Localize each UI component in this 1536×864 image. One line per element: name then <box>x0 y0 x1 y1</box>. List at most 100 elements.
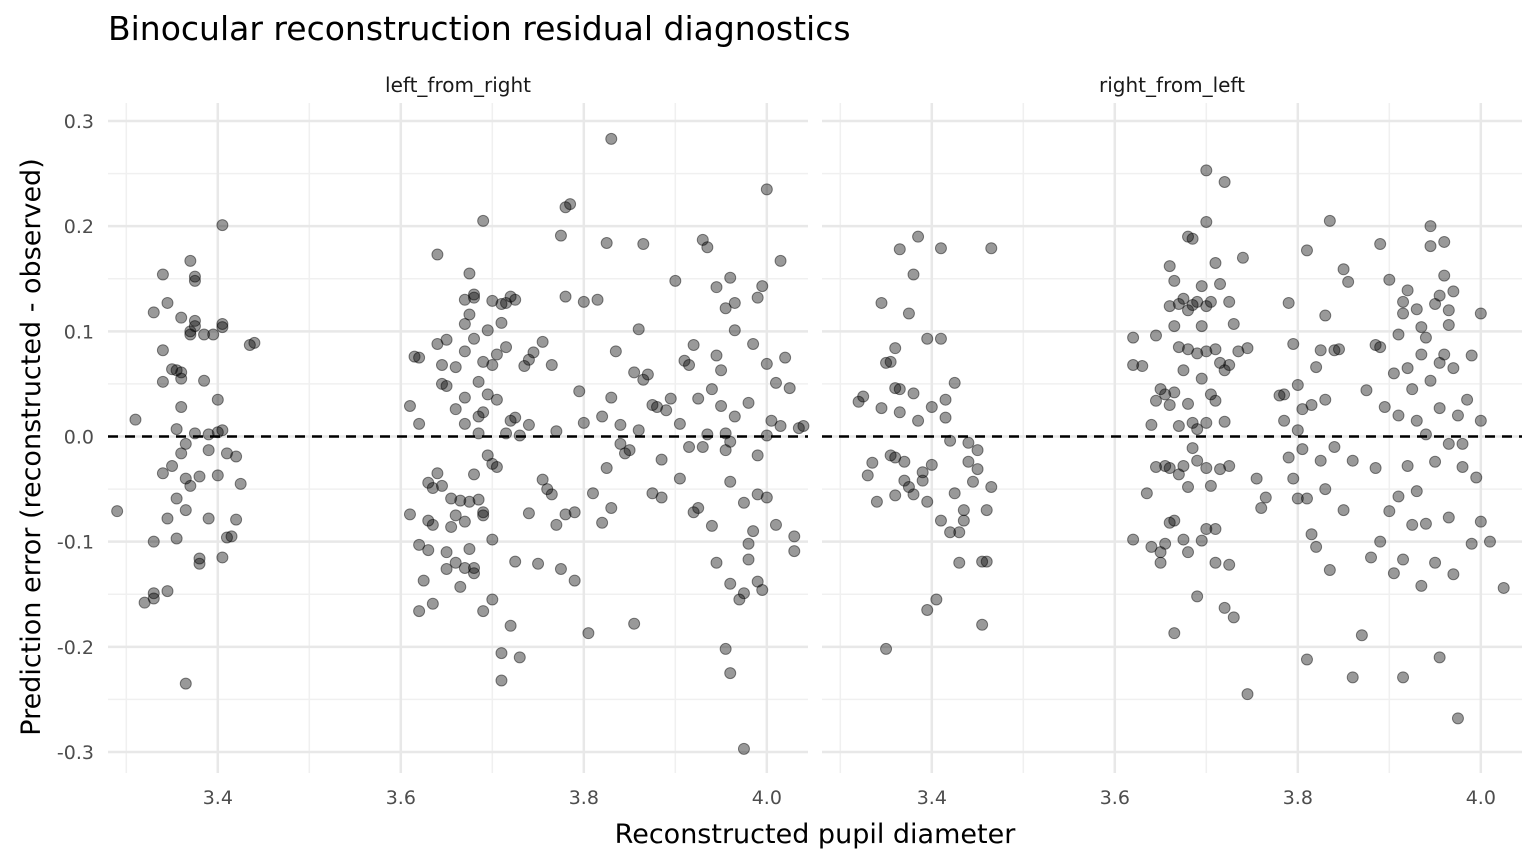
scatter-point <box>1483 535 1496 548</box>
scatter-point <box>1182 230 1195 243</box>
scatter-point <box>985 480 998 493</box>
scatter-point <box>504 414 517 427</box>
scatter-point <box>481 324 494 337</box>
scatter-point <box>705 519 718 532</box>
scatter-point <box>600 462 613 475</box>
scatter-point <box>1456 460 1469 473</box>
scatter-point <box>156 268 169 281</box>
facet-strip-label: right_from_left <box>1099 73 1245 97</box>
scatter-point <box>632 323 645 336</box>
scatter-point <box>1319 393 1332 406</box>
scatter-point <box>1163 462 1176 475</box>
scatter-point <box>1415 579 1428 592</box>
scatter-point <box>1209 256 1222 269</box>
scatter-point <box>1214 278 1227 291</box>
scatter-point <box>1291 378 1304 391</box>
scatter-point <box>1461 393 1474 406</box>
scatter-point <box>1223 459 1236 472</box>
scatter-point <box>948 376 961 389</box>
facet-panel-1: right_from_left 3.4 3.6 3.8 4.0 <box>822 73 1522 809</box>
scatter-point <box>605 391 618 404</box>
scatter-point <box>440 380 453 393</box>
scatter-point <box>1200 300 1213 313</box>
scatter-point <box>728 410 741 423</box>
scatter-point <box>976 555 989 568</box>
scatter-point <box>637 373 650 386</box>
scatter-point <box>710 556 723 569</box>
scatter-point <box>1195 280 1208 293</box>
scatter-point <box>939 393 952 406</box>
scatter-point <box>912 414 925 427</box>
scatter-point <box>609 345 622 358</box>
scatter-point <box>724 577 737 590</box>
scatter-point <box>779 351 792 364</box>
scatter-point <box>472 427 485 440</box>
scatter-point <box>468 468 481 481</box>
scatter-point <box>618 447 631 460</box>
scatter-point <box>138 596 151 609</box>
x-tick-label: 4.0 <box>752 787 782 809</box>
scatter-point <box>719 302 732 315</box>
scatter-point <box>605 132 618 145</box>
scatter-point <box>614 418 627 431</box>
scatter-point <box>715 400 728 413</box>
scatter-point <box>1387 367 1400 380</box>
scatter-point <box>1328 344 1341 357</box>
scatter-point <box>1447 362 1460 375</box>
scatter-point <box>976 618 989 631</box>
scatter-point <box>577 295 590 308</box>
scatter-point <box>1200 215 1213 228</box>
scatter-point <box>1397 307 1410 320</box>
scatter-point <box>1392 490 1405 503</box>
scatter-point <box>1127 331 1140 344</box>
scatter-point <box>1163 260 1176 273</box>
scatter-point <box>413 417 426 430</box>
scatter-point <box>1406 383 1419 396</box>
scatter-point <box>1429 556 1442 569</box>
scatter-point <box>207 328 220 341</box>
scatter-point <box>413 538 426 551</box>
scatter-point <box>1438 269 1451 282</box>
scatter-point <box>591 293 604 306</box>
scatter-point <box>1410 303 1423 316</box>
scatter-point <box>422 476 435 489</box>
x-tick-label: 3.4 <box>203 787 233 809</box>
scatter-point <box>216 219 229 232</box>
scatter-point <box>1200 523 1213 536</box>
scatter-point <box>1191 347 1204 360</box>
scatter-point <box>435 377 448 390</box>
scatter-point <box>431 467 444 480</box>
scatter-point <box>1429 297 1442 310</box>
scatter-point <box>907 387 920 400</box>
scatter-point <box>1273 389 1286 402</box>
scatter-point <box>1374 341 1387 354</box>
scatter-point <box>1387 567 1400 580</box>
scatter-point <box>248 336 261 349</box>
scatter-point <box>1223 558 1236 571</box>
scatter-point <box>737 587 750 600</box>
scatter-point <box>216 551 229 564</box>
scatter-point <box>518 360 531 373</box>
scatter-point <box>875 402 888 415</box>
scatter-point <box>111 505 124 518</box>
scatter-point <box>921 604 934 617</box>
scatter-point <box>545 358 558 371</box>
scatter-point <box>724 271 737 284</box>
scatter-point <box>728 296 741 309</box>
scatter-point <box>1149 329 1162 342</box>
scatter-point <box>554 563 567 576</box>
scatter-point <box>170 492 183 505</box>
scatter-point <box>916 474 929 487</box>
scatter-point <box>1200 345 1213 358</box>
scatter-point <box>1154 556 1167 569</box>
scatter-point <box>788 530 801 543</box>
scatter-point <box>129 413 142 426</box>
scatter-point <box>1278 414 1291 427</box>
scatter-point <box>971 463 984 476</box>
scatter-point <box>477 506 490 519</box>
scatter-point <box>417 574 430 587</box>
scatter-point <box>509 411 522 424</box>
scatter-point <box>230 450 243 463</box>
scatter-point <box>1154 546 1167 559</box>
scatter-point <box>1218 175 1231 188</box>
